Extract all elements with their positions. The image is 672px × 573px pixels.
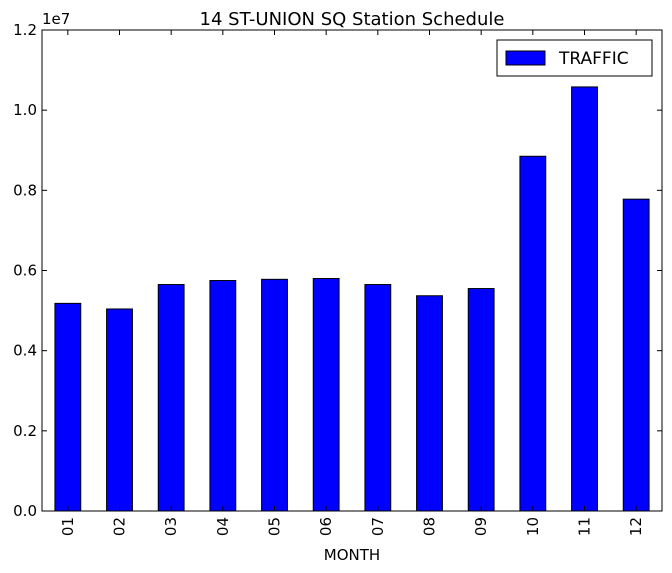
legend: TRAFFIC [496, 39, 653, 77]
x-tick-label-11: 11 [576, 517, 594, 536]
x-tick-label-08: 08 [421, 517, 439, 536]
x-tick-label-06: 06 [317, 517, 335, 536]
bar-10 [519, 155, 547, 512]
x-tick-label-01: 01 [59, 517, 77, 536]
bar-07 [364, 284, 392, 512]
x-tick-label-03: 03 [162, 517, 180, 536]
x-tick-label-05: 05 [266, 517, 284, 536]
y-tick-label-3: 0.6 [13, 262, 37, 280]
bar-09 [467, 288, 495, 512]
bar-01 [54, 302, 82, 512]
x-tick-label-02: 02 [111, 517, 129, 536]
y-tick-label-5: 1.0 [13, 101, 37, 119]
chart-title: 14 ST-UNION SQ Station Schedule [200, 9, 505, 30]
bars-group [54, 86, 650, 512]
bar-06 [312, 278, 340, 512]
y-tick-label-2: 0.4 [13, 342, 37, 360]
x-tick-label-04: 04 [214, 517, 232, 536]
x-axis-label: MONTH [324, 546, 380, 564]
bar-12 [622, 198, 650, 512]
bar-03 [157, 284, 185, 512]
y-tick-label-6: 1.2 [13, 21, 37, 39]
bar-05 [261, 278, 288, 512]
plot-frame [41, 29, 663, 512]
y-axis-offset-label: 1e7 [42, 10, 70, 28]
ticks-group: 01 02 03 04 05 06 07 08 09 10 11 12 0.0 0.2 0.4 0.6 0.8 1… [13, 21, 662, 536]
y-tick-label-0: 0.0 [13, 502, 37, 520]
bar-08 [416, 295, 443, 512]
x-tick-label-10: 10 [524, 517, 542, 536]
bar-04 [209, 280, 237, 512]
y-tick-label-4: 0.8 [13, 181, 37, 199]
x-tick-label-07: 07 [369, 517, 387, 536]
bar-02 [106, 308, 133, 512]
legend-label-traffic: TRAFFIC [558, 49, 629, 69]
legend-swatch-traffic [505, 50, 546, 66]
x-tick-label-12: 12 [627, 517, 645, 536]
x-tick-label-09: 09 [472, 517, 490, 536]
bar-11 [571, 86, 598, 512]
y-tick-label-1: 0.2 [13, 422, 37, 440]
